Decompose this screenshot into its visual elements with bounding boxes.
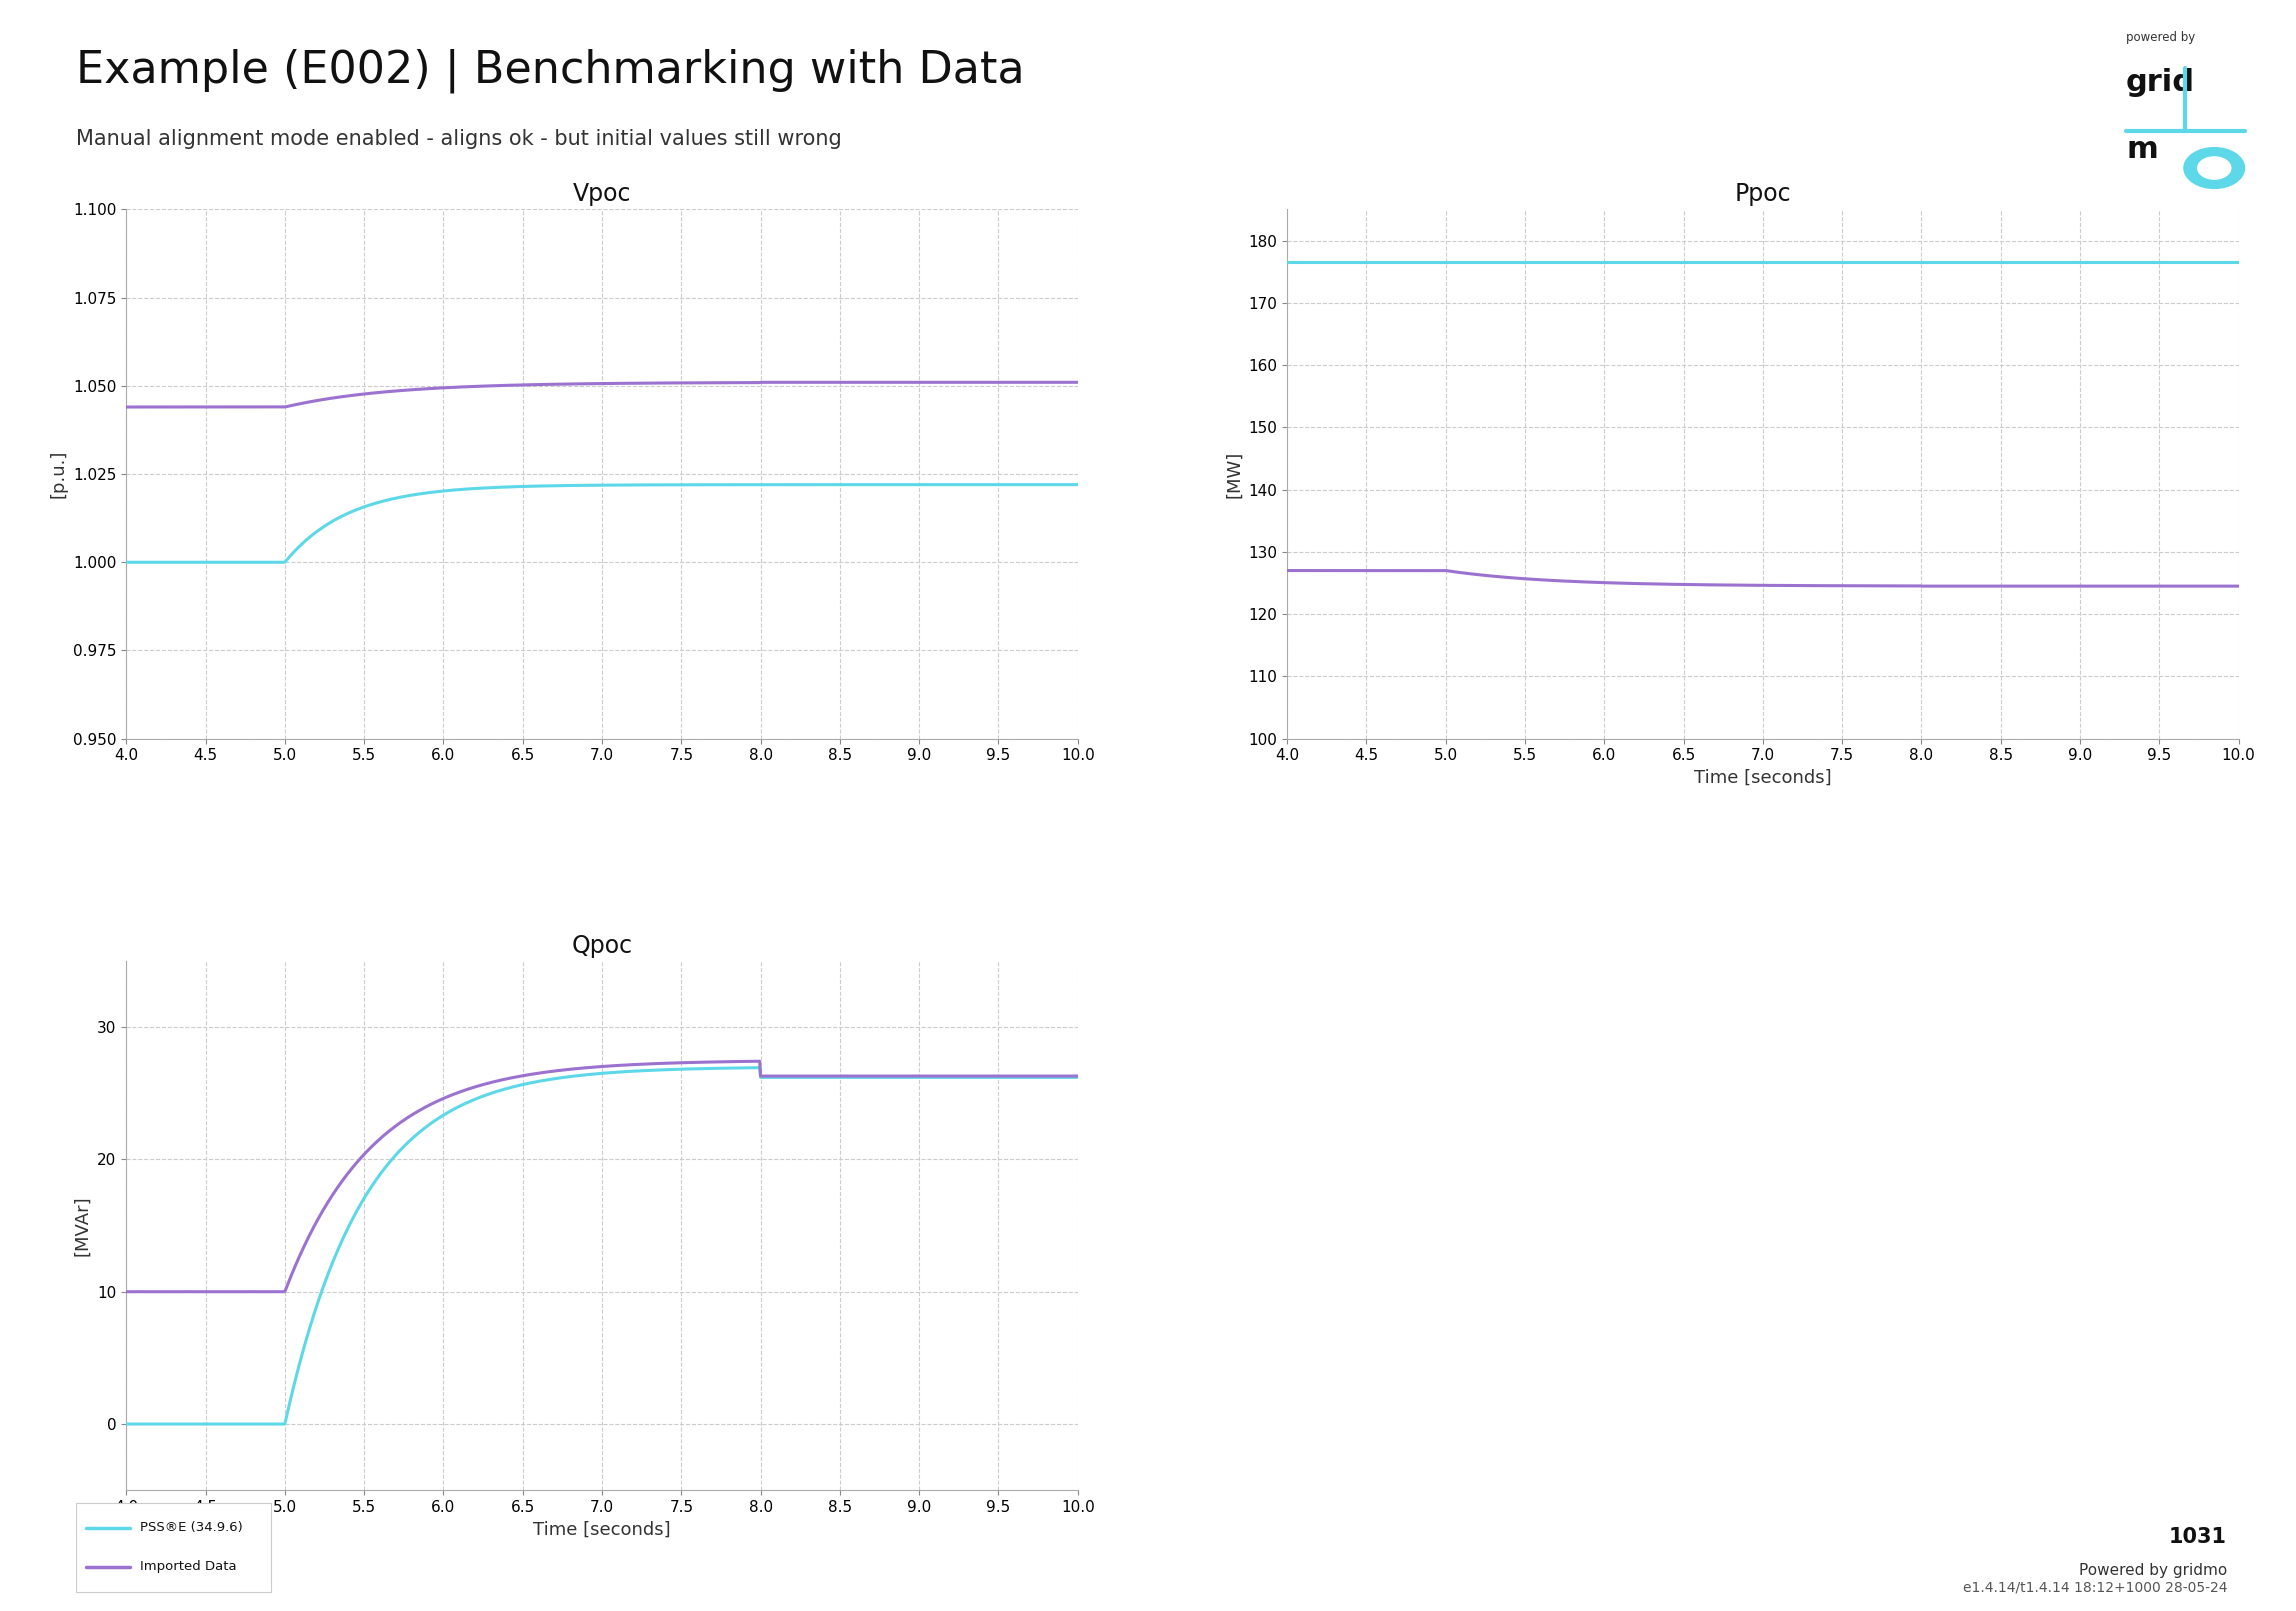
Text: 1031: 1031 (2170, 1527, 2227, 1547)
Circle shape (2197, 156, 2232, 179)
Text: PSS®E (34.9.6): PSS®E (34.9.6) (140, 1521, 243, 1534)
Y-axis label: [p.u.]: [p.u.] (51, 449, 67, 498)
Text: Imported Data: Imported Data (140, 1561, 236, 1574)
Text: grid: grid (2126, 68, 2195, 97)
Text: powered by: powered by (2126, 31, 2195, 43)
Text: Manual alignment mode enabled - aligns ok - but initial values still wrong: Manual alignment mode enabled - aligns o… (76, 129, 843, 148)
X-axis label: Time [seconds]: Time [seconds] (533, 1521, 670, 1539)
Text: Powered by gridmo: Powered by gridmo (2078, 1563, 2227, 1577)
Title: Ppoc: Ppoc (1733, 182, 1791, 206)
Title: Vpoc: Vpoc (572, 182, 631, 206)
Circle shape (2183, 148, 2245, 188)
Title: Qpoc: Qpoc (572, 934, 634, 957)
X-axis label: Time [seconds]: Time [seconds] (1694, 768, 1832, 786)
Text: e1.4.14/t1.4.14 18:12+1000 28-05-24: e1.4.14/t1.4.14 18:12+1000 28-05-24 (1963, 1580, 2227, 1595)
Text: m: m (2126, 135, 2158, 164)
Y-axis label: [MW]: [MW] (1224, 451, 1242, 498)
Text: Example (E002) | Benchmarking with Data: Example (E002) | Benchmarking with Data (76, 48, 1024, 93)
Y-axis label: [MVAr]: [MVAr] (73, 1195, 92, 1257)
